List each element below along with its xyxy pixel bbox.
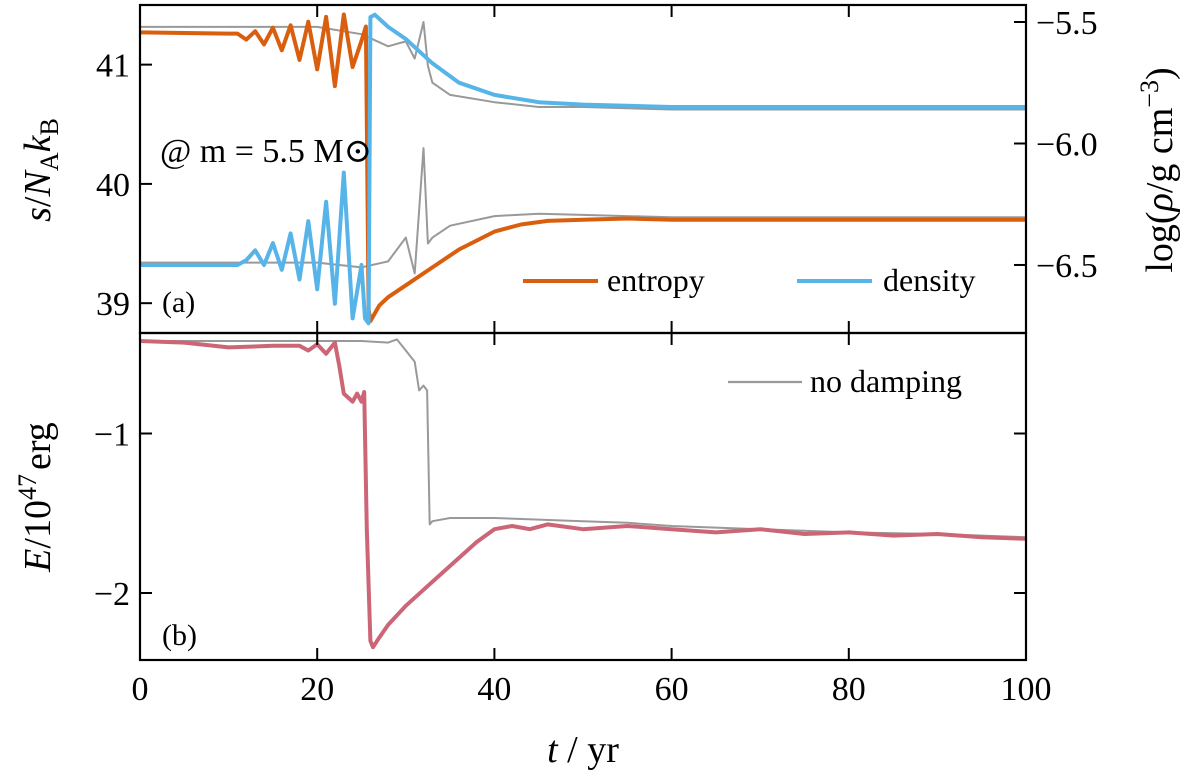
series-lines-a (140, 12, 1026, 326)
x-tick-label: 60 (655, 671, 689, 708)
annotation-mass: @ m = 5.5 M⊙ (160, 133, 372, 170)
x-tick-label: 80 (832, 671, 866, 708)
y-tick-label-b: −1 (94, 416, 130, 453)
x-tick-marks-a (139, 5, 1027, 333)
ylabel-right-a: log(ρ/g cm−3) (1135, 67, 1181, 272)
right-ticks-a: −5.5 −6.0 −6.5 (1014, 5, 1098, 285)
panel-b-label: (b) (162, 619, 197, 652)
x-tick-label: 0 (132, 671, 149, 708)
x-tick-label: 40 (477, 671, 511, 708)
series-lines-b (140, 338, 1026, 650)
left-tick-label-a: 41 (96, 48, 130, 85)
legend-nodamp-label: no damping (810, 363, 962, 399)
panel-a-label: (a) (162, 286, 195, 319)
left-tick-label-a: 40 (96, 167, 130, 204)
x-tick-label: 100 (1001, 671, 1052, 708)
entropy-line (140, 12, 1026, 324)
no-damping-line (140, 338, 1026, 539)
panel-b-frame (138, 331, 1028, 662)
density-line (140, 12, 1026, 326)
ylabel-b: E/1047erg (13, 422, 59, 573)
legend-entropy-label: entropy (607, 262, 705, 298)
energy-line (140, 339, 1026, 650)
x-tick-label: 20 (300, 671, 334, 708)
ylabel-left-a: s/NAkB (17, 118, 64, 222)
right-tick-label-a: −6.0 (1036, 126, 1098, 163)
panel-b: −1 −2 0 20 40 60 80 100 (b) no damping E/1047e… (13, 331, 1052, 771)
legend-a: entropy density (523, 262, 975, 298)
right-tick-label-a: −6.5 (1036, 248, 1098, 285)
legend-b: no damping (728, 363, 962, 399)
left-ticks-a: 39 40 41 (96, 48, 152, 323)
legend-density-label: density (883, 262, 975, 298)
nodamp-line-a-0 (140, 147, 1026, 275)
y-tick-label-b: −2 (94, 576, 130, 613)
panel-a: 39 40 41 −5.5 −6.0 −6.5 @ m = 5.5 M⊙ (a) ent… (17, 3, 1181, 335)
nodamp-line-a-1 (140, 21, 1026, 111)
left-tick-label-a: 39 (96, 286, 130, 323)
y-ticks-b: −1 −2 (94, 416, 1026, 613)
x-ticks-b: 0 20 40 60 80 100 (132, 333, 1052, 708)
xlabel: t / yr (547, 729, 619, 771)
right-tick-label-a: −5.5 (1036, 5, 1098, 42)
